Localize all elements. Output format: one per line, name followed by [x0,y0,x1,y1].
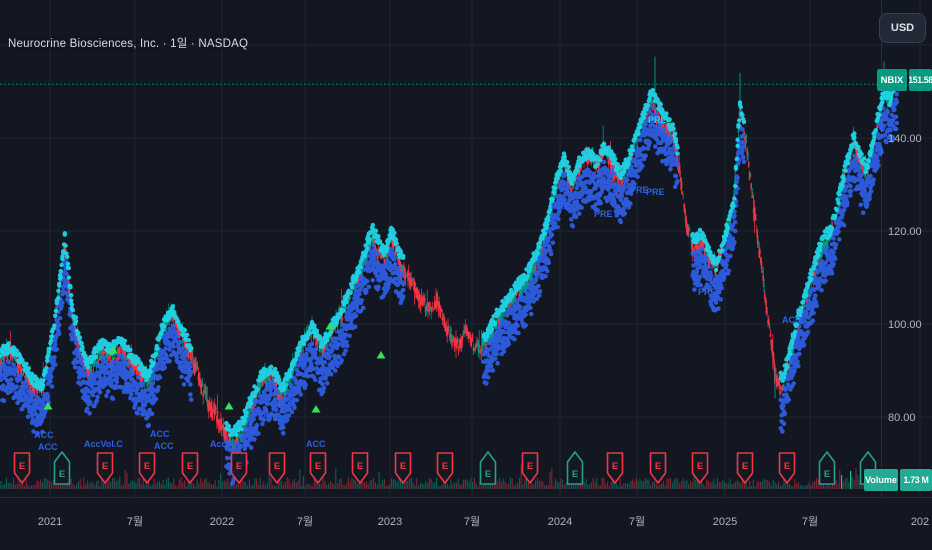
earnings-marker-icon[interactable]: E [181,452,199,484]
earnings-marker-icon[interactable]: E [691,452,709,484]
svg-text:E: E [236,461,242,472]
indicator-label: ACC [782,315,802,325]
earnings-marker-icon[interactable]: E [96,452,114,484]
svg-text:E: E [612,461,618,472]
svg-text:E: E [442,461,448,472]
time-axis[interactable]: 2021 7월 2022 7월 2023 7월 2024 7월 2025 7월 202 [38,515,929,528]
price-axis-label: 120.00 [888,226,922,238]
time-axis-label: 7월 [464,515,480,528]
svg-text:E: E [697,461,703,472]
indicator-label: ACC [154,441,174,451]
time-axis-label: 2021 [38,516,62,528]
grid-layer [0,0,932,497]
svg-text:E: E [527,461,533,472]
volume-label-badge: Volume [864,469,898,491]
earnings-marker-icon[interactable]: E [566,451,584,485]
svg-text:E: E [102,461,108,472]
earnings-marker-icon[interactable]: E [778,452,796,484]
svg-text:E: E [357,461,363,472]
earnings-marker-icon[interactable]: E [736,452,754,484]
volume-value-badge: 1.73 M [900,469,932,491]
earnings-marker-icon[interactable]: E [309,452,327,484]
price-axis[interactable]: 140.00 120.00 100.00 80.00 [888,133,922,424]
indicator-label: PRE [698,287,717,297]
svg-text:E: E [187,461,193,472]
earnings-marker-icon[interactable]: E [521,452,539,484]
time-axis-label: 7월 [802,515,818,528]
time-axis-label: 2025 [713,516,737,528]
svg-text:E: E [485,469,491,480]
earnings-marker-icon[interactable]: E [649,452,667,484]
indicator-label: PRE [648,115,667,125]
earnings-marker-icon[interactable]: E [818,451,836,485]
earnings-marker-icon[interactable]: E [479,451,497,485]
price-axis-label: 140.00 [888,133,922,145]
svg-text:E: E [315,461,321,472]
svg-text:E: E [824,469,830,480]
symbol-badge: NBIX [877,69,907,91]
earnings-marker-icon[interactable]: E [351,452,369,484]
time-axis-label: 202 [911,516,929,528]
svg-text:E: E [144,461,150,472]
indicator-label: ACC [34,430,54,440]
earnings-marker-icon[interactable]: E [606,452,624,484]
svg-text:E: E [274,461,280,472]
indicator-label: ACC [306,439,326,449]
indicator-label: ACC [38,442,58,452]
svg-text:E: E [400,461,406,472]
earnings-marker-icon[interactable]: E [138,452,156,484]
time-axis-label: 7월 [297,515,313,528]
indicator-label: ACC [150,429,170,439]
time-axis-label: 2024 [548,516,572,528]
symbol-title[interactable]: Neurocrine Biosciences, Inc. · 1일 · NASD… [8,38,249,50]
indicator-label: PRE [630,185,649,195]
earnings-marker-icon[interactable]: E [394,452,412,484]
earnings-marker-icon[interactable]: E [268,452,286,484]
overlay-dots-layer [0,77,900,486]
svg-text:E: E [784,461,790,472]
svg-text:E: E [19,461,25,472]
indicator-label: PRE [594,209,613,219]
time-axis-label: 2023 [378,516,402,528]
indicator-label: PRE [551,201,570,211]
svg-text:E: E [655,461,661,472]
price-axis-label: 80.00 [888,412,916,424]
time-axis-label: 7월 [629,515,645,528]
axis-separators [0,0,932,498]
indicator-label: AccVol.C [210,439,249,449]
time-axis-label: 2022 [210,516,234,528]
earnings-marker-icon[interactable]: E [230,452,248,484]
indicator-label: PRE [646,187,665,197]
earnings-marker-icon[interactable]: E [53,451,71,485]
earnings-markers-row: EEEEEEEEEEEEEEEEEEEEE [13,451,877,485]
earnings-marker-icon[interactable]: E [13,452,31,484]
indicator-label: PRE [260,412,279,422]
indicator-label: AccVol.C [84,439,123,449]
last-price-badge: 151.58 [909,69,932,91]
svg-text:E: E [59,469,65,480]
currency-button[interactable]: USD [879,13,926,43]
price-axis-label: 100.00 [888,319,922,331]
earnings-marker-icon[interactable]: E [436,452,454,484]
svg-text:E: E [742,461,748,472]
svg-text:E: E [572,469,578,480]
time-axis-label: 7월 [127,515,143,528]
